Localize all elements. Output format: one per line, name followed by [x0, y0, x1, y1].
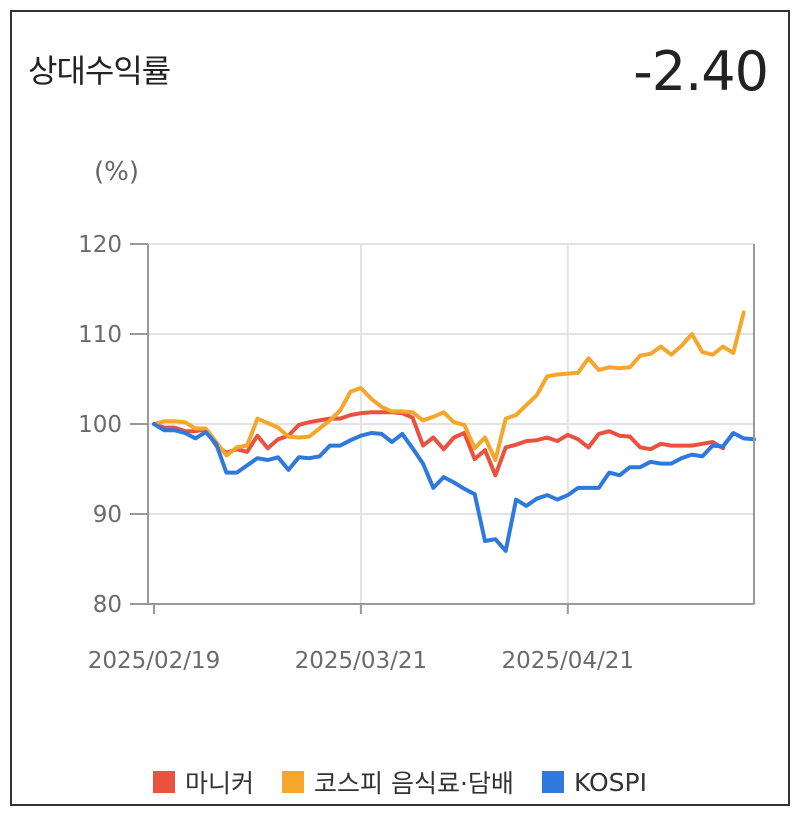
series-line-1: [152, 310, 746, 462]
x-tick-label: 2025/02/19: [88, 648, 221, 674]
axes: [130, 243, 755, 614]
legend-label: KOSPI: [573, 767, 647, 797]
chart-card: 상대수익률 -2.40 (%) 80 90 100 110 120 2025/02/19…: [10, 10, 790, 806]
legend-swatch: [541, 771, 564, 793]
x-tick-label: 2025/04/21: [502, 648, 635, 674]
legend-label: 코스피 음식료·담배: [314, 769, 514, 798]
chart-title: 상대수익률: [28, 52, 171, 90]
y-tick-label: 80: [93, 592, 122, 618]
relative-return-value: -2.40: [633, 40, 769, 103]
legend-swatch: [153, 771, 176, 793]
y-tick-label: 90: [93, 502, 122, 528]
y-tick-label: 100: [78, 412, 122, 438]
y-tick-labels: 80 90 100 110 120: [78, 232, 122, 618]
legend-swatch: [282, 771, 305, 793]
series-lines: [152, 310, 756, 553]
y-axis-unit: (%): [94, 157, 139, 187]
grid-lines: [148, 243, 754, 604]
y-tick-label: 120: [78, 232, 122, 258]
legend-label: 마니커: [185, 769, 255, 798]
legend: 마니커 코스피 음식료·담배 KOSPI: [12, 764, 788, 800]
series-line-0: [152, 410, 725, 478]
legend-item-1: 코스피 음식료·담배: [282, 764, 514, 800]
series-line-2: [152, 422, 756, 553]
x-tick-label: 2025/03/21: [295, 648, 428, 674]
legend-item-0: 마니커: [153, 764, 254, 800]
x-tick-labels: 2025/02/19 2025/03/21 2025/04/21: [88, 648, 634, 674]
legend-item-2: KOSPI: [541, 767, 647, 797]
y-tick-label: 110: [78, 322, 122, 348]
